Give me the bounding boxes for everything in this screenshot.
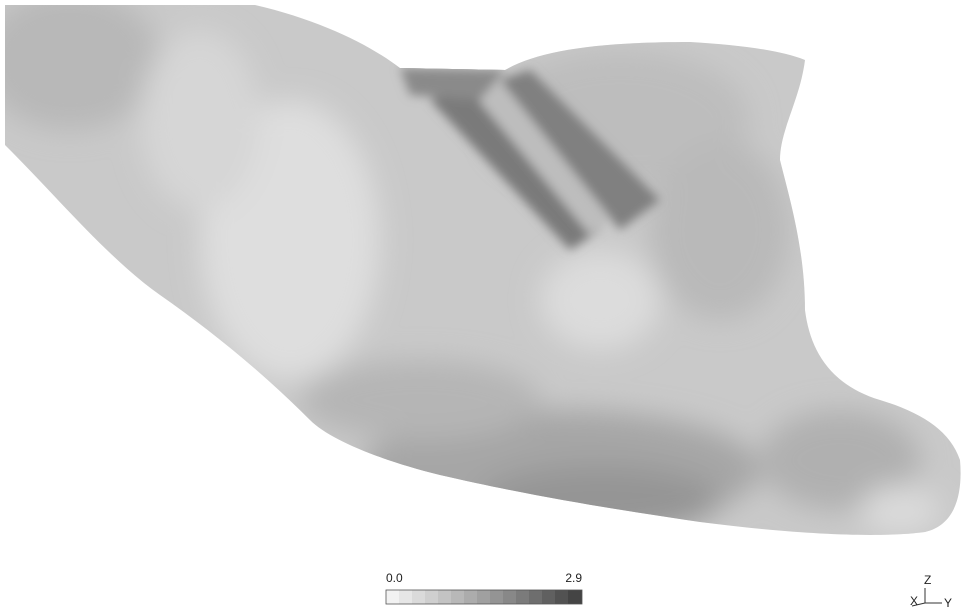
axis-z: Z <box>924 573 931 587</box>
legend-min: 0.0 <box>386 571 403 585</box>
contour-field <box>0 0 963 613</box>
contour-view: 0.0 2.9 Z X Y <box>0 0 963 613</box>
legend-max: 2.9 <box>565 571 582 585</box>
axis-y: Y <box>944 596 952 610</box>
colorbar <box>386 590 582 604</box>
axis-x: X <box>910 594 918 608</box>
